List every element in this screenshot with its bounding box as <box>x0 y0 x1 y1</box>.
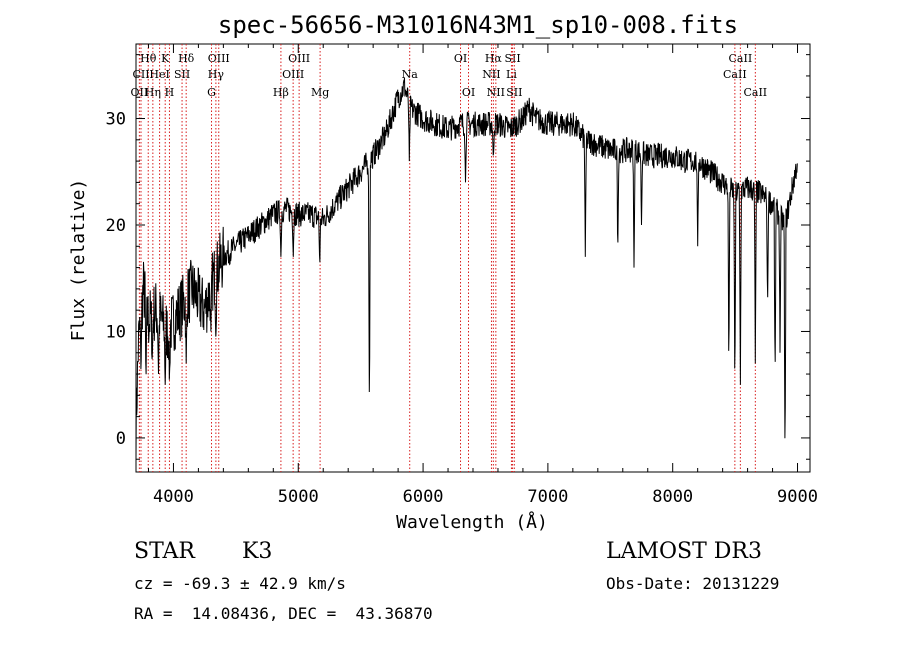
line-marker-label: Hα <box>485 52 503 65</box>
y-tick-label: 0 <box>116 429 126 449</box>
line-marker-label: CaII <box>729 52 753 65</box>
line-marker-label: H <box>165 86 175 99</box>
line-marker-label: CII <box>132 68 149 81</box>
line-marker-label: G <box>207 86 216 99</box>
line-marker-label: OIII <box>288 52 310 65</box>
y-tick-label: 20 <box>106 216 126 236</box>
x-tick-label: 9000 <box>777 487 818 507</box>
line-marker-label: NII <box>482 68 500 81</box>
line-marker-label: OI <box>462 86 475 99</box>
observation-date: Obs-Date: 20131229 <box>606 574 780 593</box>
x-tick-label: 4000 <box>153 487 194 507</box>
line-marker-label: SII <box>506 86 522 99</box>
x-tick-label: 5000 <box>278 487 319 507</box>
plot-frame <box>135 43 811 473</box>
x-axis-label: Wavelength (Å) <box>396 511 548 533</box>
object-class: STAR <box>134 539 195 564</box>
spectrum-line <box>135 77 798 460</box>
line-marker-label: K <box>161 52 170 65</box>
y-tick-label: 10 <box>106 322 126 342</box>
coordinates: RA = 14.08436, DEC = 43.36870 <box>134 604 433 623</box>
line-marker-label: SII <box>504 52 520 65</box>
x-tick-label: 8000 <box>652 487 693 507</box>
line-marker-label: Hη <box>145 86 161 99</box>
line-marker-label: OI <box>454 52 467 65</box>
line-marker-label: CaII <box>723 68 747 81</box>
chart-title: spec-56656-M31016N43M1_sp10-008.fits <box>218 11 738 39</box>
y-tick-label: 30 <box>106 110 126 130</box>
survey-name: LAMOST DR3 <box>606 539 762 564</box>
line-marker-label: Hθ <box>140 52 157 65</box>
line-marker-label: OIII <box>208 52 230 65</box>
x-tick-label: 7000 <box>527 487 568 507</box>
x-tick-label: 6000 <box>403 487 444 507</box>
line-marker-label: Mg <box>311 86 329 99</box>
line-marker-label: Na <box>402 68 419 81</box>
line-marker-label: Hγ <box>208 68 225 81</box>
line-marker-label: OIII <box>282 68 304 81</box>
line-marker-label: HeI <box>149 68 169 81</box>
y-axis-label: Flux (relative) <box>68 179 89 342</box>
object-subclass: K3 <box>242 539 273 564</box>
redshift-velocity: cz = -69.3 ± 42.9 km/s <box>134 574 346 593</box>
line-marker-label: Hβ <box>273 86 289 99</box>
line-marker-label: Hδ <box>178 52 195 65</box>
line-marker-label: NII <box>487 86 505 99</box>
line-marker-label: SII <box>174 68 190 81</box>
line-marker-label: OII <box>131 86 149 99</box>
line-marker-label: CaII <box>743 86 767 99</box>
line-marker-label: Li <box>506 68 517 81</box>
